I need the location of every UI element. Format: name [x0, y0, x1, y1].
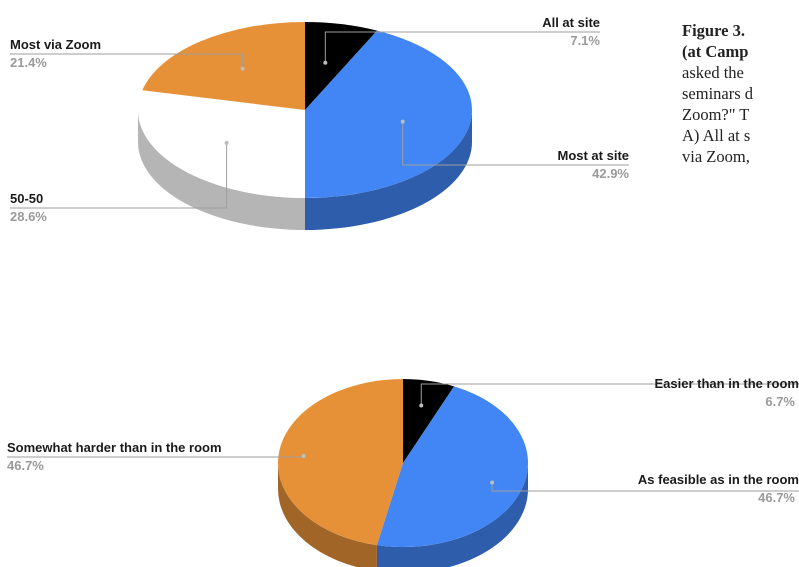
leader-line	[324, 31, 600, 63]
caption-body-line: seminars d	[682, 84, 754, 103]
slice-percent: 46.7%	[7, 458, 44, 473]
caption-body-line: Zoom?" T	[682, 105, 750, 124]
slice-label: Most at site	[557, 148, 629, 163]
pie-slice	[305, 22, 378, 110]
pie-chart-1: All at site 7.1% Most at site 42.9% 50-50 28.…	[10, 15, 629, 230]
slice-label: Somewhat harder than in the room	[7, 440, 222, 455]
slice-label: Most via Zoom	[10, 37, 101, 52]
pie-slice-side	[376, 463, 528, 567]
slice-percent: 42.9%	[592, 166, 629, 181]
caption-body-line: via Zoom,	[682, 147, 750, 166]
leader-dot	[400, 119, 405, 124]
leader-line	[10, 53, 244, 69]
pie-slice	[403, 379, 455, 463]
slice-label: 50-50	[10, 191, 43, 206]
slice-percent: 21.4%	[10, 55, 47, 70]
leader-line	[491, 482, 799, 492]
slice-percent: 28.6%	[10, 209, 47, 224]
pie-slice-side	[305, 110, 472, 230]
leader-dot	[301, 453, 306, 458]
caption-body-line: asked the	[682, 63, 744, 82]
slice-label: As feasible as in the room	[638, 472, 799, 487]
pie-slice	[277, 379, 403, 546]
pie-chart-2: Easier than in the room 6.7% As feasible a…	[7, 376, 799, 567]
slice-percent: 46.7%	[758, 490, 795, 505]
leader-dot	[490, 480, 495, 485]
pie-slice	[138, 90, 305, 198]
leader-dot	[240, 66, 245, 71]
caption-title-line: (at Camp	[682, 42, 749, 61]
figure-caption: Figure 3. (at Camp asked the seminars d …	[682, 20, 799, 167]
slice-percent: 7.1%	[570, 33, 600, 48]
leader-dot	[224, 140, 229, 145]
caption-title-line: Figure 3.	[682, 21, 745, 40]
slice-label: Easier than in the room	[655, 376, 799, 391]
leader-line	[10, 142, 228, 209]
pie-slice	[376, 386, 529, 548]
caption-body-line: A) All at s	[682, 126, 751, 145]
slice-label: All at site	[542, 15, 600, 30]
leader-line	[7, 455, 305, 458]
leader-line	[402, 121, 629, 166]
pie-slice-side	[138, 110, 305, 230]
leader-dot	[419, 403, 424, 408]
pie-slice-side	[278, 463, 377, 567]
leader-dot	[323, 60, 328, 65]
pie-slice	[305, 30, 473, 198]
slice-percent: 6.7%	[765, 394, 795, 409]
pie-slice	[142, 22, 305, 110]
leader-line	[420, 383, 799, 406]
